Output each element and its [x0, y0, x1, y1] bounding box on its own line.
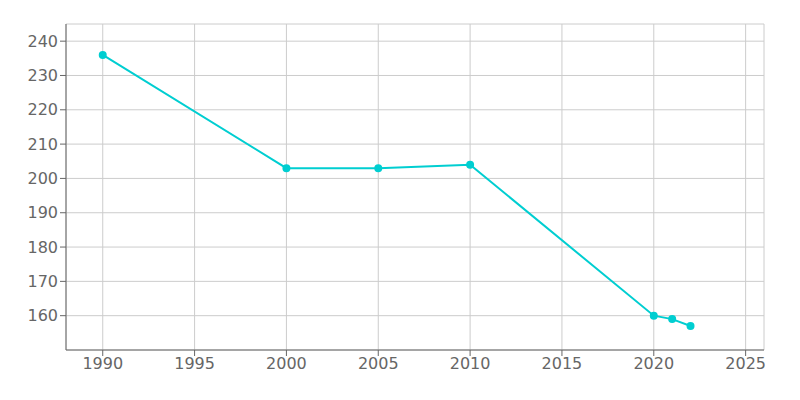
svg-text:170: 170 — [27, 272, 58, 291]
svg-text:1995: 1995 — [174, 354, 215, 373]
svg-text:1990: 1990 — [82, 354, 123, 373]
svg-text:2020: 2020 — [633, 354, 674, 373]
svg-text:240: 240 — [27, 32, 58, 51]
svg-text:2015: 2015 — [542, 354, 583, 373]
svg-text:210: 210 — [27, 135, 58, 154]
svg-text:2000: 2000 — [266, 354, 307, 373]
svg-text:200: 200 — [27, 169, 58, 188]
svg-text:230: 230 — [27, 66, 58, 85]
svg-text:180: 180 — [27, 238, 58, 257]
svg-text:2010: 2010 — [450, 354, 491, 373]
svg-text:220: 220 — [27, 100, 58, 119]
svg-text:2005: 2005 — [358, 354, 399, 373]
svg-text:2025: 2025 — [725, 354, 766, 373]
svg-text:160: 160 — [27, 306, 58, 325]
svg-text:190: 190 — [27, 203, 58, 222]
